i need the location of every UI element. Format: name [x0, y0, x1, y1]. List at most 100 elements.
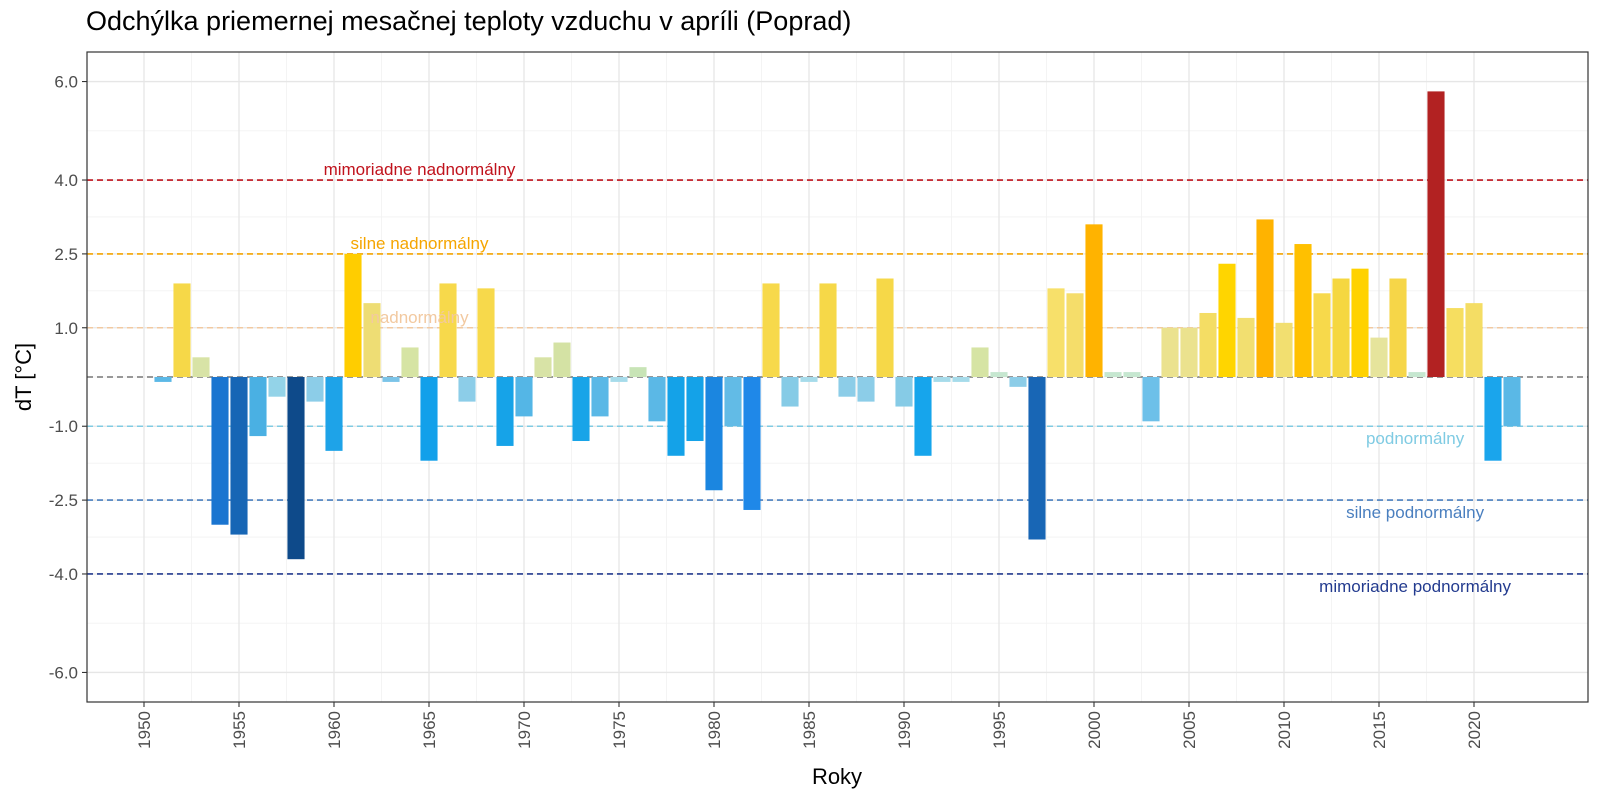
x-tick-label: 2010 — [1275, 711, 1294, 749]
x-tick-label: 1955 — [230, 711, 249, 749]
bar-1978 — [667, 377, 685, 456]
bar-2014 — [1351, 268, 1369, 377]
bar-1993 — [952, 377, 970, 382]
reference-line-label: mimoriadne nadnormálny — [324, 160, 516, 179]
bar-2002 — [1123, 372, 1141, 377]
bar-1973 — [572, 377, 590, 442]
bar-2000 — [1085, 224, 1103, 377]
bar-1988 — [857, 377, 875, 402]
bar-2004 — [1161, 327, 1179, 377]
bar-1996 — [1009, 377, 1027, 387]
reference-line-label: nadnormálny — [370, 308, 469, 327]
bar-1965 — [420, 377, 438, 461]
plot-panel-border — [86, 51, 1589, 703]
bar-1987 — [838, 377, 856, 397]
x-tick-label: 1975 — [610, 711, 629, 749]
x-tick-label: 1985 — [800, 711, 819, 749]
bar-2010 — [1275, 322, 1293, 377]
y-tick-label: -6.0 — [49, 663, 78, 682]
y-tick-label: 4.0 — [54, 171, 78, 190]
x-tick-label: 1970 — [515, 711, 534, 749]
bar-2007 — [1218, 263, 1236, 377]
bar-1959 — [306, 377, 324, 402]
reference-line-labels: mimoriadne nadnormálny silne nadnormálny n… — [324, 160, 1512, 596]
y-tick-label: 1.0 — [54, 319, 78, 338]
bar-1974 — [591, 377, 609, 417]
x-tick-label: 2000 — [1085, 711, 1104, 749]
x-tick-label: 1950 — [135, 711, 154, 749]
x-tick-label: 2005 — [1180, 711, 1199, 749]
x-tick-label: 1990 — [895, 711, 914, 749]
reference-line-label: podnormálny — [1366, 429, 1465, 448]
bar-2005 — [1180, 327, 1198, 377]
y-tick-label: -1.0 — [49, 417, 78, 436]
bar-1952 — [173, 283, 191, 377]
bar-1995 — [990, 372, 1008, 377]
bar-1968 — [477, 288, 495, 377]
bar-1979 — [686, 377, 704, 442]
bar-1994 — [971, 347, 989, 377]
bar-1962 — [363, 303, 381, 377]
bar-1954 — [211, 377, 229, 525]
bar-1990 — [895, 377, 913, 407]
x-tick-label: 2020 — [1465, 711, 1484, 749]
bar-1963 — [382, 377, 400, 382]
bar-1951 — [154, 377, 172, 382]
bar-2018 — [1427, 91, 1445, 378]
bar-2019 — [1446, 308, 1464, 377]
bar-1981 — [724, 377, 742, 427]
x-axis-title: Roky — [812, 764, 862, 789]
chart-title: Odchýlka priemernej mesačnej teploty vzd… — [86, 6, 852, 36]
axes: 6.0 4.0 2.5 1.0 -1.0 -2.5 -4.0 -6.0 1950 1955 1960… — [49, 73, 1484, 749]
bar-1967 — [458, 377, 476, 402]
y-tick-label: -2.5 — [49, 491, 78, 510]
bars — [154, 91, 1521, 560]
bar-2006 — [1199, 312, 1217, 377]
bar-1961 — [344, 253, 362, 377]
reference-line-label: silne podnormálny — [1346, 503, 1484, 522]
bar-1985 — [800, 377, 818, 382]
bar-1955 — [230, 377, 248, 535]
bar-1999 — [1066, 293, 1084, 377]
x-tick-label: 1995 — [990, 711, 1009, 749]
bar-2012 — [1313, 293, 1331, 377]
bar-1957 — [268, 377, 286, 397]
bar-2021 — [1484, 377, 1502, 461]
bar-2008 — [1237, 317, 1255, 377]
x-tick-label: 1965 — [420, 711, 439, 749]
bar-1958 — [287, 377, 305, 560]
bar-1970 — [515, 377, 533, 417]
reference-line-label: silne nadnormálny — [351, 234, 489, 253]
bar-1972 — [553, 342, 571, 377]
bar-1992 — [933, 377, 951, 382]
bar-1956 — [249, 377, 267, 437]
bar-2013 — [1332, 278, 1350, 377]
bar-1998 — [1047, 288, 1065, 377]
bar-1997 — [1028, 377, 1046, 540]
bar-1989 — [876, 278, 894, 377]
y-tick-label: -4.0 — [49, 565, 78, 584]
bar-1966 — [439, 283, 457, 377]
bar-1953 — [192, 357, 210, 377]
bar-1969 — [496, 377, 514, 446]
y-axis-title: dT [°C] — [11, 343, 36, 411]
bar-1960 — [325, 377, 343, 451]
bar-2016 — [1389, 278, 1407, 377]
bar-2022 — [1503, 377, 1521, 427]
bar-1984 — [781, 377, 799, 407]
bar-1983 — [762, 283, 780, 377]
bar-2017 — [1408, 372, 1426, 377]
bar-1964 — [401, 347, 419, 377]
x-tick-label: 1980 — [705, 711, 724, 749]
bar-2015 — [1370, 337, 1388, 377]
bar-2001 — [1104, 372, 1122, 377]
bar-2011 — [1294, 244, 1312, 377]
bar-1976 — [629, 367, 647, 377]
bar-1986 — [819, 283, 837, 377]
bar-1975 — [610, 377, 628, 382]
bar-2009 — [1256, 219, 1274, 377]
y-tick-label: 2.5 — [54, 245, 78, 264]
x-tick-label: 2015 — [1370, 711, 1389, 749]
bar-1980 — [705, 377, 723, 491]
